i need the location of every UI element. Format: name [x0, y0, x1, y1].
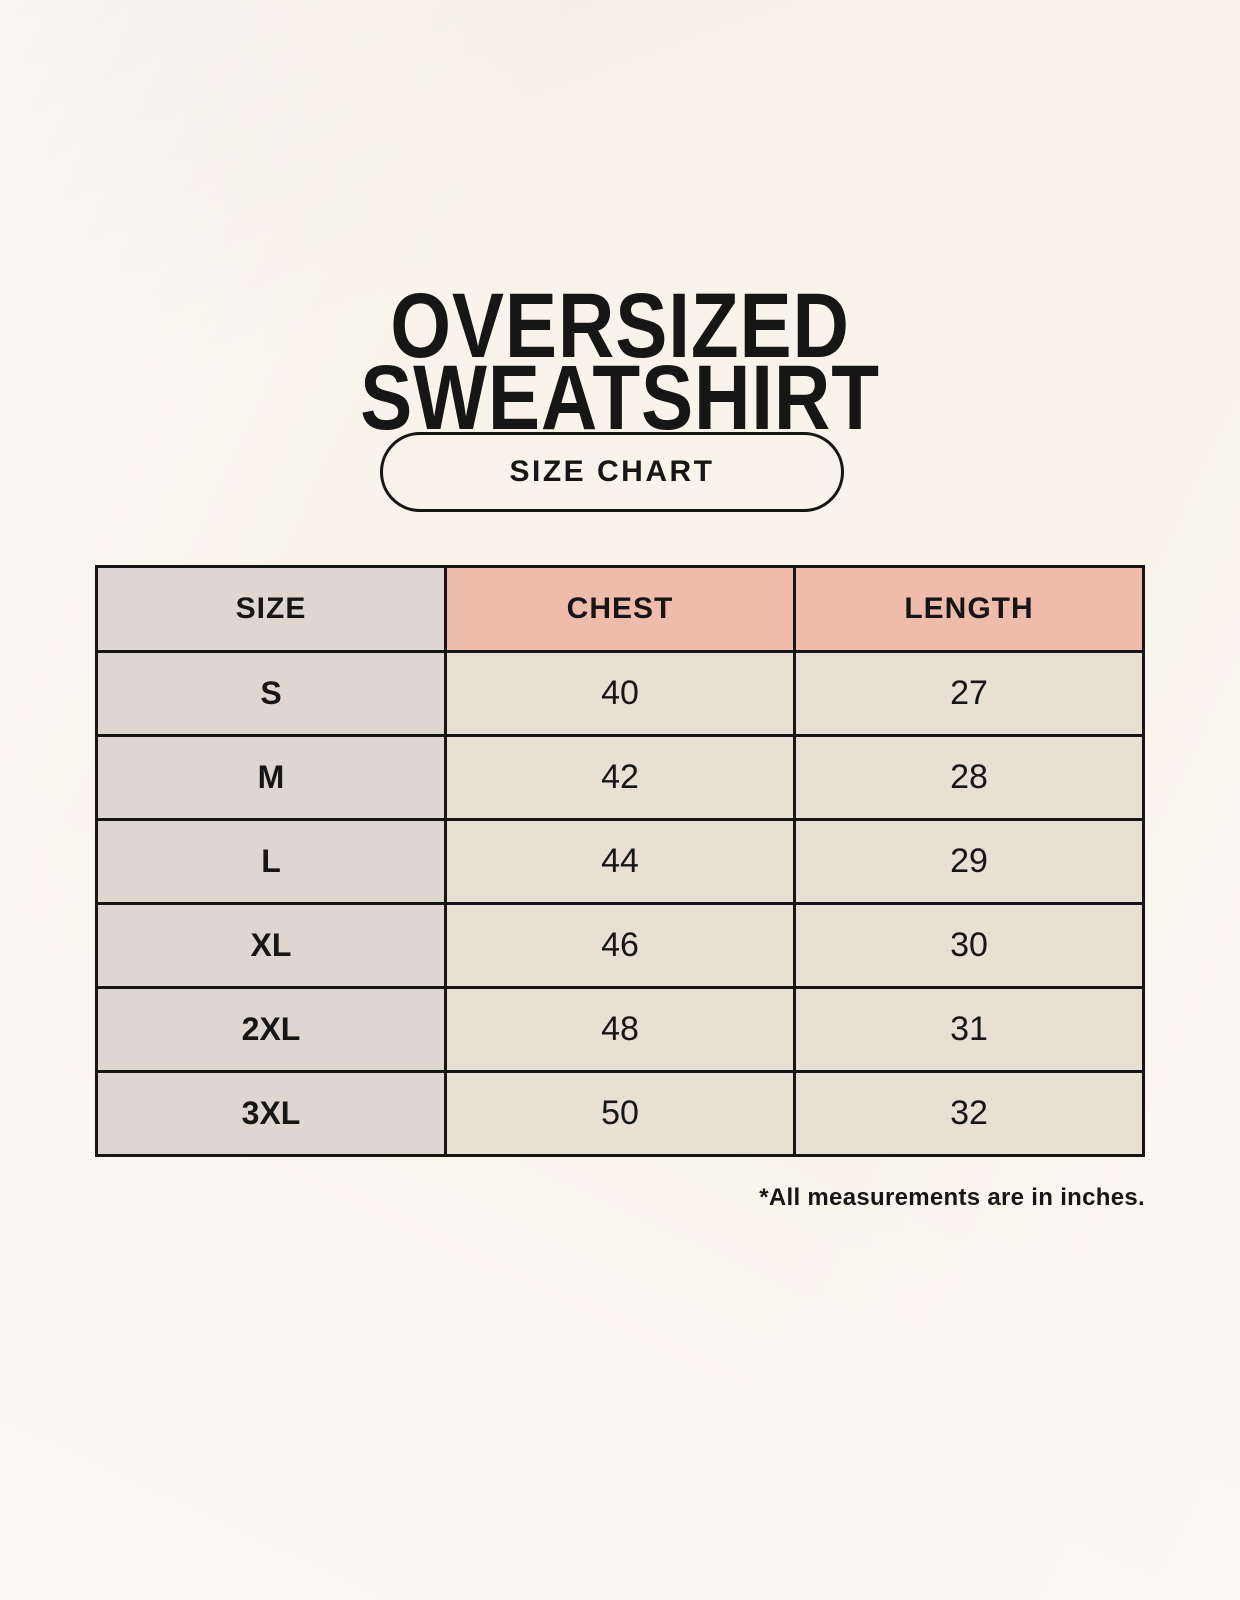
size-chart-table: SIZE CHEST LENGTH S 40 27 M 42 28 L 44 2… [95, 565, 1145, 1157]
length-cell: 30 [793, 902, 1145, 989]
page-title-line2: SWEATSHIRT [360, 347, 880, 450]
table-row: 3XL 50 32 [95, 1070, 1145, 1157]
page-title: OVERSIZED SWEATSHIRT [93, 274, 1147, 450]
size-cell: S [95, 650, 447, 737]
table-row: M 42 28 [95, 734, 1145, 821]
length-cell: 29 [793, 818, 1145, 905]
length-cell: 28 [793, 734, 1145, 821]
length-cell: 32 [793, 1070, 1145, 1157]
table-row: L 44 29 [95, 818, 1145, 905]
column-header-chest: CHEST [444, 565, 796, 653]
table-row: 2XL 48 31 [95, 986, 1145, 1073]
column-header-size: SIZE [95, 565, 447, 653]
chest-cell: 50 [444, 1070, 796, 1157]
chest-cell: 44 [444, 818, 796, 905]
size-chart-button[interactable]: SIZE CHART [380, 432, 844, 512]
chest-cell: 48 [444, 986, 796, 1073]
size-chart-button-label: SIZE CHART [509, 455, 715, 488]
size-cell: XL [95, 902, 447, 989]
size-cell: 3XL [95, 1070, 447, 1157]
chest-cell: 46 [444, 902, 796, 989]
size-cell: M [95, 734, 447, 821]
measurements-footnote: *All measurements are in inches. [759, 1184, 1145, 1211]
header-row: SIZE CHEST LENGTH [95, 565, 1145, 653]
size-chart-table-header: SIZE CHEST LENGTH [95, 565, 1145, 653]
page-title-line1: OVERSIZED [390, 274, 850, 377]
table-row: S 40 27 [95, 650, 1145, 737]
chest-cell: 42 [444, 734, 796, 821]
size-chart-table-body: S 40 27 M 42 28 L 44 29 XL 46 30 2XL 48 [95, 650, 1145, 1157]
column-header-length: LENGTH [793, 565, 1145, 653]
size-cell: 2XL [95, 986, 447, 1073]
table-row: XL 46 30 [95, 902, 1145, 989]
length-cell: 31 [793, 986, 1145, 1073]
chest-cell: 40 [444, 650, 796, 737]
size-cell: L [95, 818, 447, 905]
length-cell: 27 [793, 650, 1145, 737]
